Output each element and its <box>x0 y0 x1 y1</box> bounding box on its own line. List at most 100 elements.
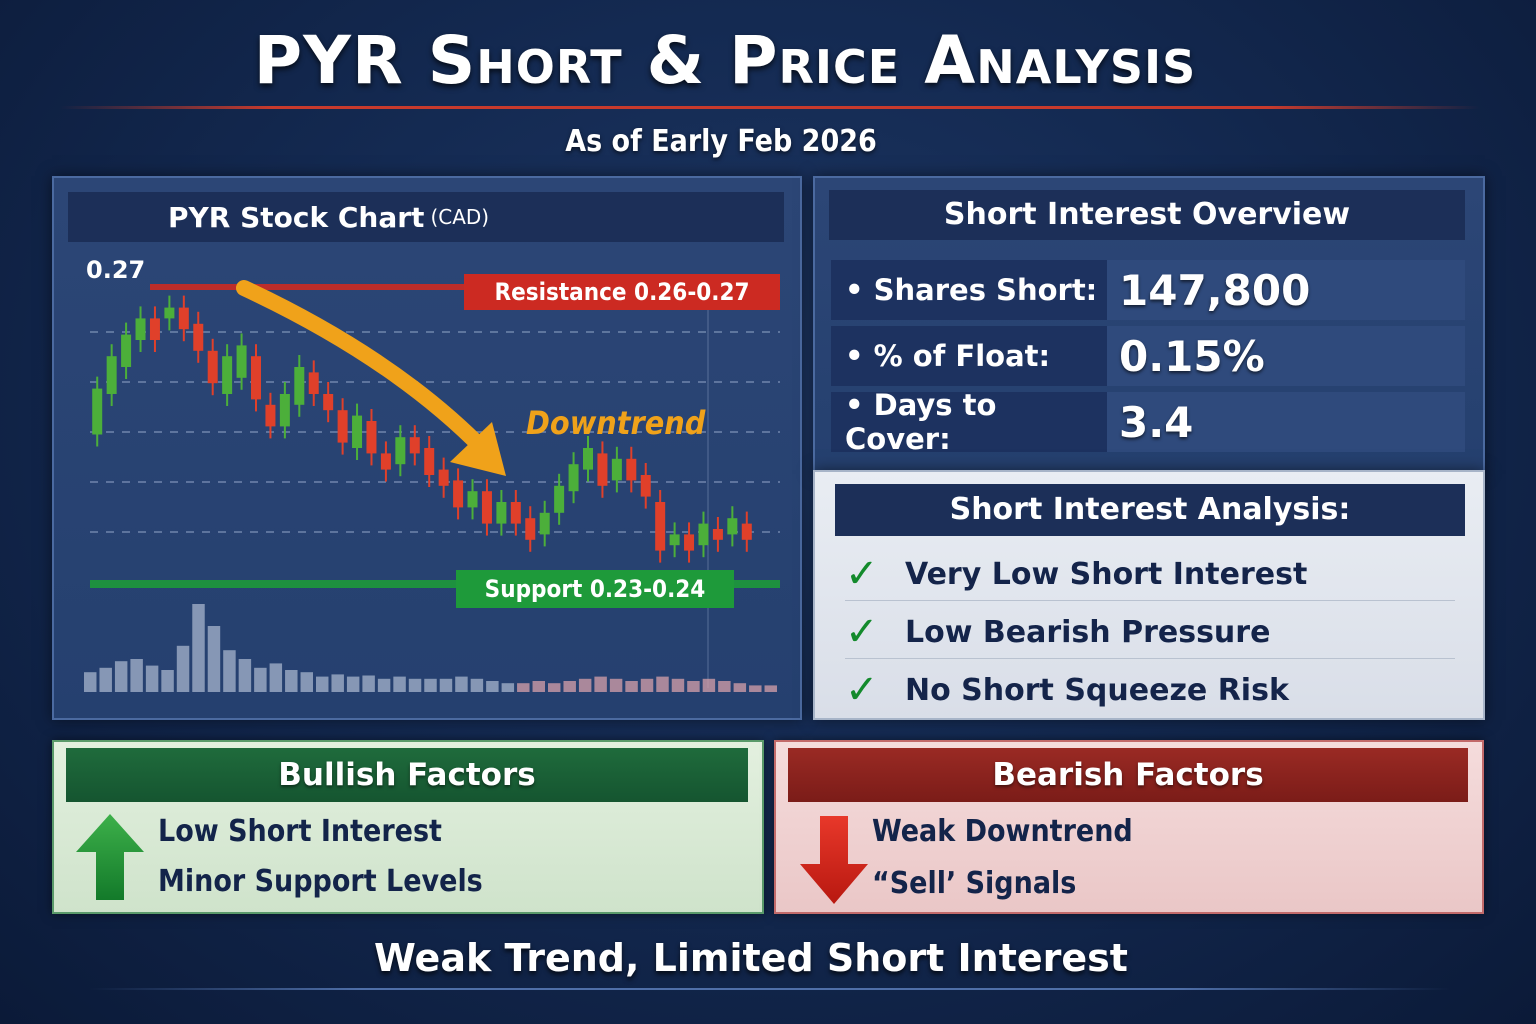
bearish-factors-title: Bearish Factors <box>788 748 1468 802</box>
bullish-item: Low Short Interest <box>158 814 442 849</box>
float-percent-value: 0.15% <box>1107 326 1465 386</box>
footer-summary: Weak Trend, Limited Short Interest <box>374 936 1128 980</box>
bullish-item: Minor Support Levels <box>158 864 483 899</box>
bearish-item: “Sell’ Signals <box>872 866 1077 901</box>
candle <box>222 356 233 394</box>
volume-bar <box>377 678 391 692</box>
shares-short-label: • Shares Short: <box>845 273 1098 307</box>
volume-bar <box>316 676 329 692</box>
candle <box>467 491 478 508</box>
analysis-item: ✓ Very Low Short Interest <box>845 548 1455 600</box>
days-to-cover-label: • Days to Cover: <box>845 388 997 456</box>
support-line <box>90 580 780 588</box>
candle <box>352 415 363 448</box>
short-interest-analysis-panel: Short Interest Analysis: ✓ Very Low Shor… <box>813 470 1485 720</box>
page-title: PYR Short & Price Analysis <box>253 22 1197 99</box>
candle <box>698 523 709 546</box>
check-icon: ✓ <box>845 609 879 655</box>
candle <box>496 502 507 524</box>
candle <box>236 345 247 378</box>
candle <box>121 334 132 367</box>
support-label-box <box>456 570 734 608</box>
divider <box>845 658 1455 659</box>
days-to-cover-value: 3.4 <box>1107 392 1465 452</box>
downtrend-arrow-head <box>450 422 506 476</box>
candle <box>265 404 276 427</box>
candle <box>525 518 536 540</box>
shares-short-value: 147,800 <box>1107 260 1465 320</box>
candle <box>366 421 377 454</box>
bearish-item: Weak Downtrend <box>872 814 1133 849</box>
volume-bar <box>749 685 762 692</box>
volume-bar <box>733 683 747 692</box>
candle <box>626 458 637 481</box>
volume-bar <box>331 674 344 692</box>
volume-bar <box>532 681 545 692</box>
chart-header: PYR Stock Chart (CAD) <box>68 192 784 242</box>
volume-bar <box>161 670 174 692</box>
candle <box>510 502 521 524</box>
candle <box>727 518 738 535</box>
volume-bar <box>517 683 530 692</box>
analysis-item: ✓ Low Bearish Pressure <box>845 606 1455 658</box>
stock-chart: Resistance 0.26-0.27 Support 0.23-0.24 0… <box>84 256 780 692</box>
candle <box>106 356 117 394</box>
resistance-line <box>150 284 470 290</box>
volume-bar <box>269 663 283 692</box>
candle <box>207 350 218 384</box>
candle <box>568 464 579 492</box>
volume-bar <box>238 659 252 692</box>
analysis-item-text: No Short Squeeze Risk <box>905 672 1289 708</box>
short-interest-analysis-title: Short Interest Analysis: <box>835 484 1465 536</box>
volume-bar <box>702 678 716 692</box>
candle <box>323 394 334 411</box>
volume-bar <box>764 685 777 692</box>
volume-bar <box>130 659 143 692</box>
volume-bar <box>176 645 190 692</box>
volume-bar <box>99 667 112 692</box>
arrow-down-icon <box>800 816 868 904</box>
candle <box>294 367 305 405</box>
downtrend-arrow <box>236 280 492 458</box>
volume-bar <box>687 681 700 692</box>
short-interest-overview-panel: Short Interest Overview • Shares Short: … <box>813 176 1485 474</box>
bullish-factors-panel: Bullish Factors Low Short Interest Minor… <box>52 740 764 914</box>
candle <box>164 307 175 319</box>
volume-bar <box>362 675 375 692</box>
volume-bar <box>300 672 313 692</box>
candle <box>640 475 651 497</box>
candle <box>193 323 204 351</box>
analysis-item: ✓ No Short Squeeze Risk <box>845 664 1455 716</box>
volume-bar <box>424 678 437 692</box>
candle <box>583 448 593 470</box>
resistance-label: Resistance 0.26-0.27 <box>494 278 749 306</box>
volume-bar <box>501 683 515 692</box>
candle <box>481 491 492 524</box>
volume-bar <box>84 672 97 692</box>
bearish-factors-panel: Bearish Factors Weak Downtrend “Sell’ Si… <box>774 740 1484 914</box>
volume-bar <box>285 670 298 692</box>
candle <box>308 372 319 394</box>
candle <box>669 534 680 546</box>
candle <box>395 437 406 465</box>
bullish-factors-title: Bullish Factors <box>66 748 748 802</box>
volume-bar <box>640 678 654 692</box>
candle <box>655 502 666 551</box>
volume-bar <box>578 678 592 692</box>
volume-bar <box>439 678 453 692</box>
volume-bar <box>594 676 607 692</box>
analysis-item-text: Very Low Short Interest <box>905 556 1308 592</box>
candle <box>424 448 435 475</box>
volume-bar <box>625 681 638 692</box>
volume-bar <box>114 661 128 692</box>
stock-chart-panel: Resistance 0.26-0.27 Support 0.23-0.24 0… <box>52 176 802 720</box>
short-interest-overview-title: Short Interest Overview <box>829 190 1465 240</box>
days-to-cover-row: • Days to Cover: 3.4 <box>831 388 1465 456</box>
volume-bar <box>192 604 205 692</box>
volume-bar <box>455 676 468 692</box>
candle <box>597 453 608 486</box>
candle <box>92 388 103 435</box>
candle <box>149 318 160 340</box>
candle <box>554 485 565 513</box>
check-icon: ✓ <box>845 551 879 597</box>
